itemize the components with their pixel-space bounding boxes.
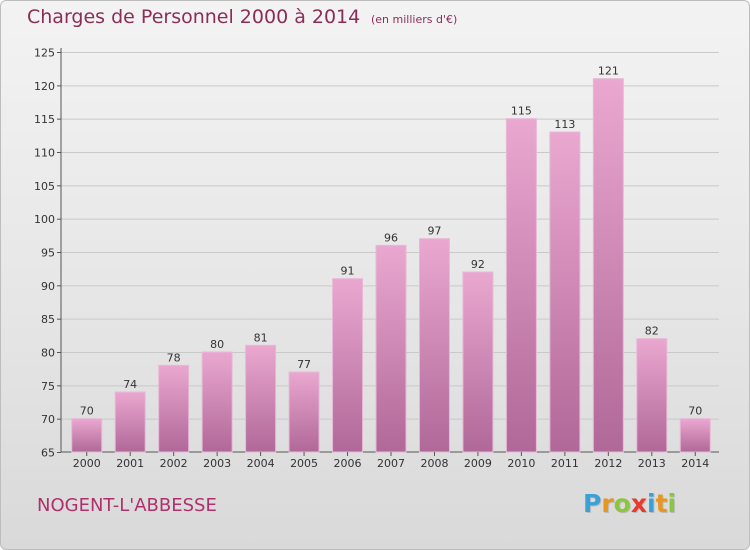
y-tick-label: 105	[34, 180, 55, 193]
x-tick-label: 2012	[594, 457, 622, 470]
bar	[505, 118, 537, 453]
y-tick-label: 75	[41, 380, 55, 393]
data-label: 70	[80, 405, 94, 418]
data-label: 81	[254, 331, 268, 344]
data-label: 92	[471, 258, 485, 271]
bars: 70 74 78 80 81 77 91 96 97 92 115 113 121 82 70	[71, 65, 711, 453]
bar	[592, 78, 624, 453]
bar	[462, 271, 494, 453]
data-label: 74	[123, 378, 137, 391]
bar	[418, 238, 450, 453]
x-tick-label: 2010	[507, 457, 535, 470]
logo-letter: i	[647, 489, 656, 518]
bar	[375, 244, 407, 453]
x-tick-label: 2014	[681, 457, 709, 470]
logo-letter: t	[655, 489, 668, 518]
x-axis: 2000 2001 2002 2003 2004 2005 2006 2007 2008 2009…	[73, 452, 709, 470]
proxiti-logo: Proxiti	[583, 489, 676, 518]
data-label: 78	[167, 351, 181, 364]
y-tick-label: 80	[41, 347, 55, 360]
chart-title: Charges de Personnel 2000 à 2014	[27, 6, 361, 28]
bar	[245, 344, 277, 453]
data-label: 80	[210, 338, 224, 351]
bar	[636, 338, 668, 453]
data-label: 113	[554, 118, 575, 131]
y-tick-label: 115	[34, 113, 55, 126]
bar	[71, 418, 103, 453]
x-tick-label: 2013	[638, 457, 666, 470]
data-label: 77	[297, 358, 311, 371]
y-tick-label: 95	[41, 247, 55, 260]
x-tick-label: 2009	[464, 457, 492, 470]
bar	[158, 364, 190, 453]
x-tick-label: 2007	[377, 457, 405, 470]
y-tick-label: 65	[41, 447, 55, 460]
logo-letter: o	[613, 489, 631, 518]
data-label: 115	[511, 105, 532, 118]
data-label: 91	[341, 265, 355, 278]
logo-letter: i	[667, 489, 677, 518]
y-tick-label: 100	[34, 213, 55, 226]
y-tick-label: 120	[34, 80, 55, 93]
x-tick-label: 2005	[290, 457, 318, 470]
x-tick-label: 2003	[203, 457, 231, 470]
data-label: 97	[427, 225, 441, 238]
bar	[332, 278, 364, 453]
x-tick-label: 2011	[551, 457, 579, 470]
y-tick-label: 85	[41, 313, 55, 326]
bar	[549, 131, 581, 453]
y-tick-label: 70	[41, 413, 55, 426]
x-tick-label: 2006	[334, 457, 362, 470]
data-label: 82	[645, 325, 659, 338]
y-tick-label: 125	[34, 47, 55, 60]
chart-subtitle: (en milliers d'€)	[371, 13, 458, 26]
logo-letter: P	[583, 489, 602, 518]
y-tick-label: 90	[41, 280, 55, 293]
x-tick-label: 2002	[160, 457, 188, 470]
logo-letter: x	[630, 489, 647, 518]
bar	[201, 351, 233, 453]
data-label: 96	[384, 231, 398, 244]
x-tick-label: 2000	[73, 457, 101, 470]
x-tick-label: 2008	[420, 457, 448, 470]
data-label: 121	[598, 65, 619, 78]
bar	[288, 371, 320, 453]
logo-letter: r	[601, 489, 614, 518]
x-tick-label: 2004	[247, 457, 275, 470]
bar	[114, 391, 146, 453]
data-label: 70	[688, 405, 702, 418]
x-tick-label: 2001	[116, 457, 144, 470]
commune-name: NOGENT-L'ABBESSE	[37, 495, 217, 516]
y-tick-label: 110	[34, 147, 55, 160]
bar	[679, 418, 711, 453]
